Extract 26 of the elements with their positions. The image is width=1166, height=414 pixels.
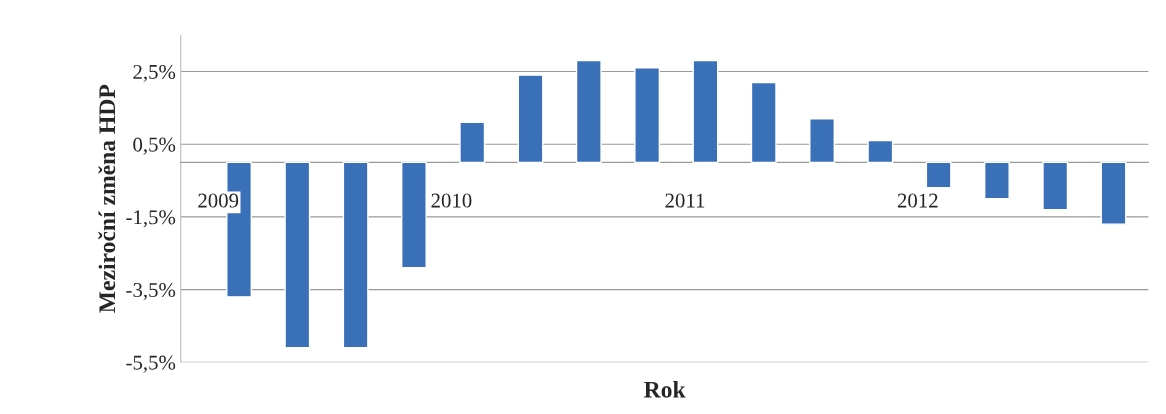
bar: [459, 121, 486, 164]
bar: [867, 139, 894, 164]
bar: [1042, 161, 1069, 211]
bar: [1100, 161, 1127, 225]
bar: [634, 67, 661, 164]
bar: [750, 81, 777, 164]
y-tick-label: -1,5%: [126, 210, 176, 228]
x-axis-title: Rok: [644, 381, 686, 398]
bar: [517, 74, 544, 164]
x-tick-label: 2009: [198, 193, 239, 208]
bar: [692, 59, 719, 164]
bar: [342, 161, 369, 349]
y-axis-title: Meziroční změna HDP: [98, 84, 116, 313]
bar: [400, 161, 427, 269]
bar: [925, 161, 952, 189]
y-tick-label: -3,5%: [126, 282, 176, 300]
x-tick-label: 2011: [665, 193, 705, 208]
bar: [983, 161, 1010, 200]
y-tick-label: 0,5%: [133, 137, 176, 155]
x-tick-label: 2012: [897, 193, 938, 208]
x-tick-label: 2010: [431, 193, 472, 208]
y-tick-label: -5,5%: [126, 355, 176, 373]
bar: [575, 59, 602, 164]
bar: [284, 161, 311, 349]
bar: [809, 118, 835, 164]
y-tick-label: 2,5%: [133, 64, 176, 82]
